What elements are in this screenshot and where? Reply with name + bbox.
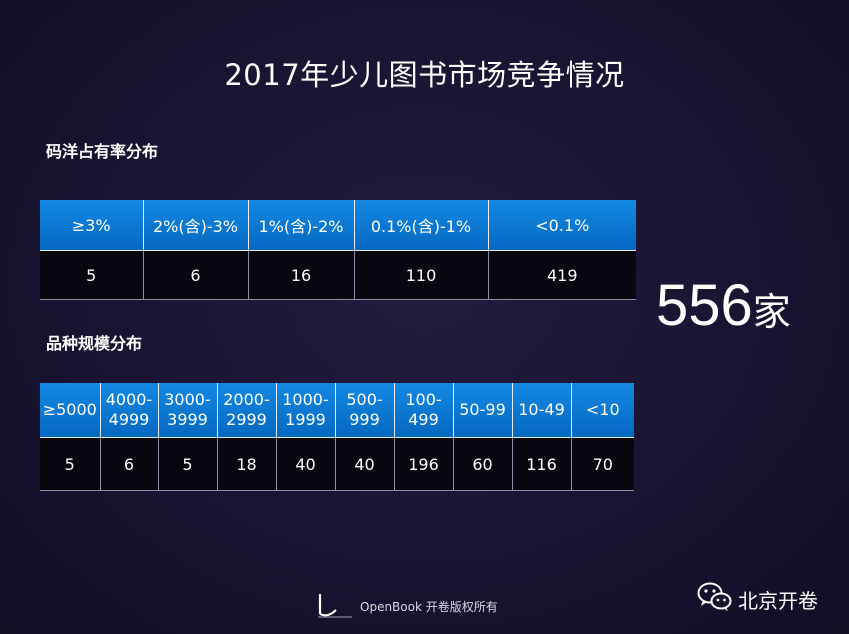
header-cell: 0.1%(含)-1% [354, 200, 489, 251]
value-cell: 60 [453, 437, 513, 491]
table-row: 5 6 16 110 419 [40, 250, 636, 300]
total-unit: 家 [752, 290, 791, 334]
header-cell: 100- 499 [394, 383, 454, 438]
share-distribution-table: ≥3% 2%(含)-3% 1%(含)-2% 0.1%(含)-1% <0.1% 5… [40, 200, 636, 300]
openbook-logo-icon [314, 592, 354, 620]
header-cell: 2%(含)-3% [143, 200, 249, 251]
header-cell: ≥5000 [40, 383, 101, 438]
value-cell: 40 [276, 437, 336, 491]
header-cell: 2000- 2999 [217, 383, 277, 438]
table-header-row: ≥3% 2%(含)-3% 1%(含)-2% 0.1%(含)-1% <0.1% [40, 200, 636, 251]
value-cell: 5 [40, 250, 144, 300]
page-title: 2017年少儿图书市场竞争情况 [224, 58, 625, 92]
variety-section-label: 品种规模分布 [46, 334, 143, 353]
value-cell: 110 [354, 250, 489, 300]
value-cell: 70 [571, 437, 634, 491]
table-header-row: ≥5000 4000- 4999 3000- 3999 2000- 2999 1000… [40, 383, 634, 438]
header-cell: <0.1% [488, 200, 636, 251]
header-cell: 4000- 4999 [100, 383, 159, 438]
value-cell: 40 [335, 437, 395, 491]
total-count: 556家 [656, 272, 791, 339]
value-cell: 116 [512, 437, 572, 491]
total-number: 556 [656, 273, 753, 338]
table-row: 5 6 5 18 40 40 196 60 116 70 [40, 437, 634, 491]
value-cell: 16 [248, 250, 355, 300]
value-cell: 6 [100, 437, 159, 491]
footer-copyright: OpenBook 开卷版权所有 [360, 600, 498, 614]
variety-distribution-table: ≥5000 4000- 4999 3000- 3999 2000- 2999 1000… [40, 383, 634, 491]
value-cell: 419 [488, 250, 636, 300]
wechat-account-name: 北京开卷 [738, 589, 818, 613]
header-cell: 10-49 [512, 383, 572, 438]
header-cell: <10 [571, 383, 634, 438]
value-cell: 5 [158, 437, 218, 491]
value-cell: 6 [143, 250, 249, 300]
header-cell: 1%(含)-2% [248, 200, 355, 251]
header-cell: 500- 999 [335, 383, 395, 438]
value-cell: 18 [217, 437, 277, 491]
header-cell: ≥3% [40, 200, 144, 251]
value-cell: 5 [40, 437, 101, 491]
header-cell: 1000- 1999 [276, 383, 336, 438]
header-cell: 50-99 [453, 383, 513, 438]
value-cell: 196 [394, 437, 454, 491]
share-section-label: 码洋占有率分布 [46, 142, 159, 161]
header-cell: 3000- 3999 [158, 383, 218, 438]
wechat-icon [697, 582, 733, 612]
